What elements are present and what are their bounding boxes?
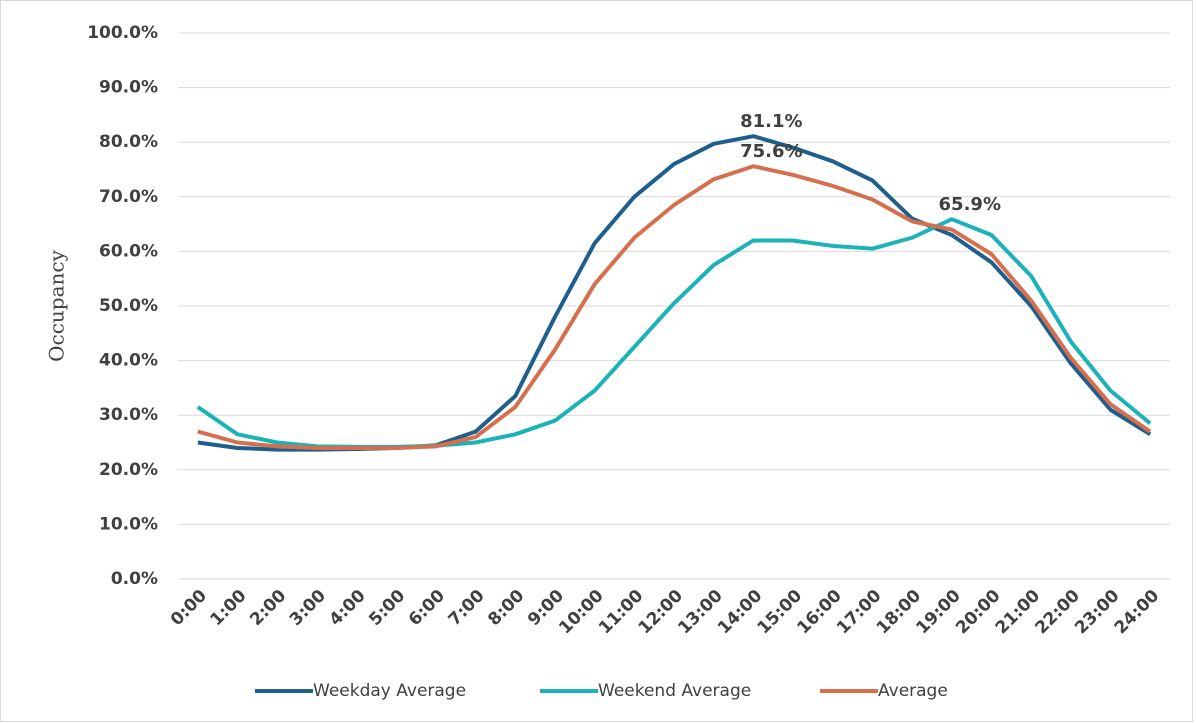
y-tick-label: 10.0% [99, 514, 158, 534]
y-tick-label: 80.0% [99, 132, 158, 152]
data-label: 65.9% [939, 194, 1001, 215]
y-axis-label: Occupancy [45, 249, 69, 361]
legend-label: Weekend Average [598, 681, 751, 701]
y-tick-label: 60.0% [99, 241, 158, 261]
y-tick-label: 70.0% [99, 187, 158, 207]
data-label: 75.6% [740, 141, 802, 162]
legend-label: Weekday Average [313, 681, 466, 701]
series-line [197, 164, 1152, 450]
legend-label: Average [878, 681, 948, 701]
y-tick-label: 40.0% [99, 351, 158, 371]
y-tick-label: 50.0% [99, 296, 158, 316]
y-tick-label: 100.0% [87, 23, 158, 43]
y-tick-label: 20.0% [99, 460, 158, 480]
y-tick-label: 30.0% [99, 405, 158, 425]
data-label: 81.1% [740, 111, 802, 132]
y-tick-label: 90.0% [99, 78, 158, 98]
y-tick-label: 0.0% [111, 569, 158, 589]
